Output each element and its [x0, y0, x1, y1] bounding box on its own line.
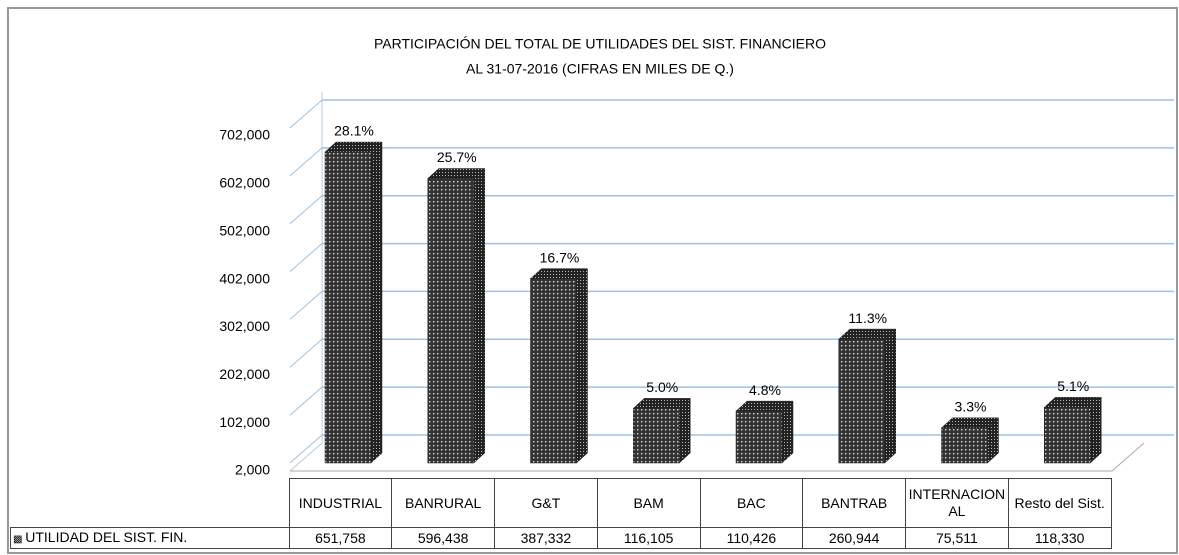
grid-line-side [289, 99, 323, 129]
legend-cell: ▩ UTILIDAD DEL SIST. FIN. [10, 527, 290, 549]
grid-line-side [289, 338, 323, 368]
bar-top [735, 400, 794, 412]
data-label: 11.3% [848, 310, 887, 326]
bar-top [838, 328, 897, 340]
grid-line-side [289, 243, 323, 272]
chart-subtitle: AL 31-07-2016 (CIFRAS EN MILES DE Q.) [466, 61, 734, 77]
bar [735, 400, 794, 464]
y-tick-label: 302,000 [219, 318, 270, 334]
bar-front [633, 408, 680, 464]
bar-side [1090, 396, 1102, 464]
data-label: 5.0% [646, 379, 678, 395]
table-value: 116,105 [596, 527, 701, 549]
bar-side [679, 397, 691, 464]
bar-front [735, 410, 783, 464]
table-value: 387,332 [494, 527, 598, 549]
bar-top [940, 417, 1000, 429]
grid-line-side [289, 147, 323, 177]
data-label: 4.8% [749, 382, 781, 398]
y-tick-label: 602,000 [219, 175, 270, 191]
bar-top [427, 168, 486, 179]
table-category: INTERNACIONAL [905, 478, 1009, 528]
grid-line-side [289, 434, 323, 464]
bar-front [324, 151, 372, 464]
frame [7, 7, 1178, 554]
bar-top [1043, 397, 1102, 408]
bar [1043, 396, 1102, 464]
floor [290, 442, 1145, 472]
bar-front [941, 427, 988, 464]
y-tick-label: 702,000 [219, 127, 270, 143]
table-value: 110,426 [699, 527, 804, 549]
table-category: BANTRAB [802, 478, 906, 528]
table-value: 118,330 [1007, 527, 1112, 549]
bar-top [324, 141, 383, 153]
grid-line-side [289, 386, 323, 416]
bar-side [473, 167, 485, 464]
grid-line-side [289, 195, 323, 225]
bar-side [576, 268, 588, 464]
y-tick-label: 402,000 [219, 270, 270, 286]
bar-front [838, 338, 885, 464]
data-table: INDUSTRIAL BANRURAL G&T BAM BAC BANTRAB INTERN… [10, 478, 1112, 549]
table-category: BAC [699, 478, 804, 528]
table-value: 651,758 [288, 527, 393, 549]
table-category: BAM [596, 478, 701, 528]
table-value: 75,511 [905, 527, 1009, 549]
data-label: 25.7% [437, 149, 477, 165]
table-category: G&T [494, 478, 598, 528]
bar-top [632, 398, 691, 409]
chart-title: PARTICIPACIÓN DEL TOTAL DE UTILIDADES DE… [374, 36, 826, 52]
data-label: 16.7% [540, 249, 580, 265]
data-label: 5.1% [1057, 378, 1089, 394]
table-category: BANRURAL [391, 478, 495, 528]
legend-label: UTILIDAD DEL SIST. FIN. [25, 528, 188, 545]
table-value: 260,944 [802, 527, 906, 549]
bar-top [529, 268, 589, 279]
bar-side [370, 141, 383, 464]
side-wall [289, 92, 323, 472]
bar [427, 167, 486, 464]
table-corner [10, 478, 290, 528]
y-tick-label: 502,000 [219, 222, 270, 238]
bar-side [884, 328, 896, 464]
grid-line-side [289, 291, 323, 320]
table-category: INDUSTRIAL [288, 478, 393, 528]
y-tick-label: 202,000 [219, 366, 270, 382]
y-tick-label: 102,000 [219, 414, 270, 430]
bar [940, 417, 1000, 464]
data-label: 28.1% [334, 123, 374, 139]
bar-side [781, 400, 794, 464]
y-tick-label: 2,000 [235, 462, 270, 478]
bar [838, 328, 897, 464]
bar [324, 141, 383, 464]
bar-front [1044, 407, 1091, 464]
table-category: Resto del Sist. [1007, 478, 1112, 528]
bar [632, 397, 691, 464]
bar [529, 268, 589, 464]
bar-front [530, 278, 577, 464]
table-value: 596,438 [391, 527, 495, 549]
bar-front [427, 178, 474, 464]
legend-key: ▩ [13, 533, 26, 545]
data-label: 3.3% [955, 399, 987, 415]
